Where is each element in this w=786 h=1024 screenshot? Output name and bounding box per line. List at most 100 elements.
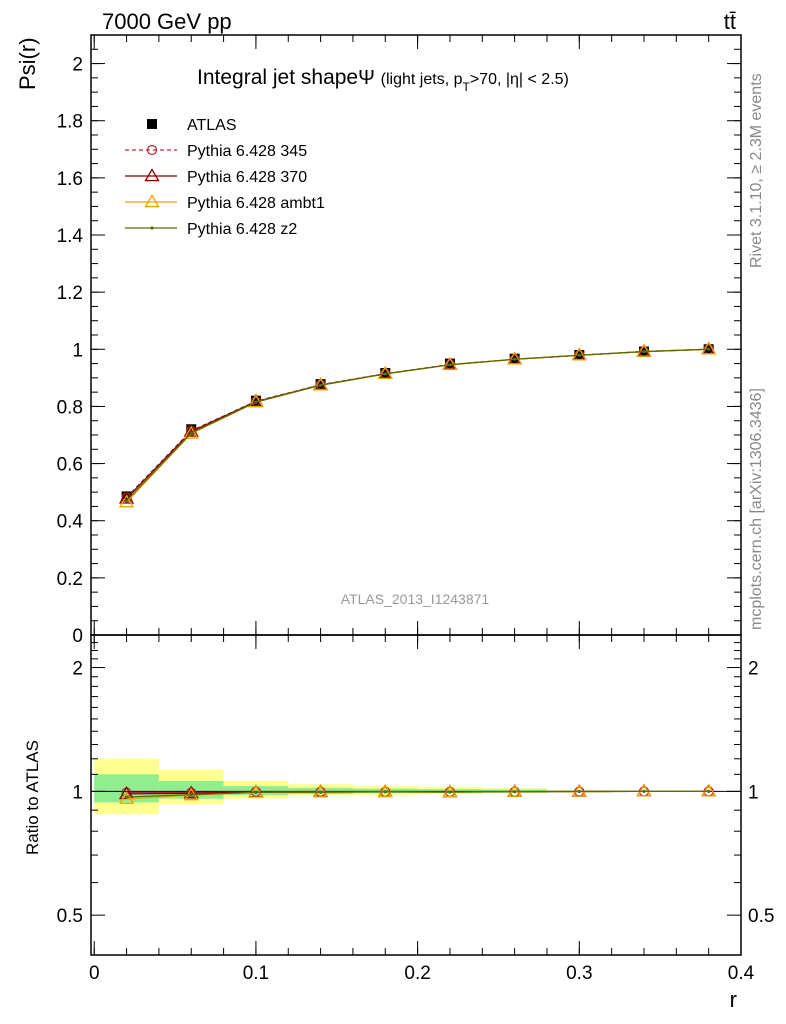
legend-item: Pythia 6.428 ambt1 [125,194,325,212]
uncertainty-band-inner [223,786,289,795]
ratio-data-point [319,790,323,794]
ratio-plot-frame [90,634,742,956]
y-axis-label-psi: Psi(r) [15,37,40,90]
ratio-series-3 [124,789,711,799]
data-point [577,353,581,357]
legend-label: Pythia 6.428 ambt1 [187,195,325,212]
series-line [126,348,709,499]
series-line [126,348,709,502]
data-point [701,341,717,355]
legend-label: Pythia 6.428 345 [187,143,307,160]
y-tick-label: 0.4 [57,512,84,533]
legend-marker [144,168,160,182]
x-tick-label: 0.3 [566,963,592,984]
ratio-y-tick-label-right: 1 [748,782,759,803]
main-plot-title-text: Integral jet shape [197,66,358,89]
x-tick-label: 0.4 [728,963,755,984]
ratio-data-point [383,790,387,794]
data-point [319,383,323,387]
header-process-label: tt̄ [724,9,736,34]
legend-label: Pythia 6.428 370 [187,169,307,186]
legend-marker [147,119,157,129]
main-plot-panel: 0 0.2 0.4 0.6 0.8 1 1.2 1.4 1.6 1.8 2 Integral jet… [15,34,742,647]
ratio-data-point [448,790,452,794]
ratio-data-point [312,784,329,798]
y-tick-label: 1.2 [57,283,83,304]
data-point [124,499,129,503]
ratio-data-point [636,783,652,797]
data-point [642,349,646,354]
legend-marker [150,226,154,230]
legend-item: ATLAS [147,117,237,134]
x-tick-label: 0.1 [243,963,269,984]
header-energy-label: 7000 GeV pp [102,9,232,34]
legend-item: Pythia 6.428 370 [125,168,307,186]
main-plot-title: Integral jet shapeΨ (light jets, pT>70, … [197,66,569,94]
ratio-data-point [377,784,393,798]
data-point [506,351,523,365]
ratio-data-point [248,784,264,798]
ratio-series-line [126,790,709,798]
ratio-data-point [183,785,199,799]
y-tick-label: 1 [72,340,83,361]
rivet-version-label: Rivet 3.1.10, ≥ 2.3M events [748,73,765,268]
data-point [183,423,199,437]
ratio-data-point [642,789,646,793]
data-point [636,343,652,357]
legend-item: Pythia 6.428 z2 [125,221,297,238]
ratio-plot-panel: 0.5 0.5 1 1 2 2 0 0.1 0.2 0.3 0.4 Ratio to ATLAS r [23,634,774,1012]
data-point [442,356,458,370]
series-2 [118,341,717,504]
y-tick-label: 0.6 [57,455,83,476]
ratio-data-point [701,783,717,797]
ratio-data-point [707,789,711,793]
legend-label: Pythia 6.428 z2 [187,221,297,238]
legend-label: ATLAS [187,117,237,134]
x-tick-label: 0.2 [404,963,430,984]
main-plot-subtitle-post: >70, |η| < 2.5) [470,71,569,88]
ratio-data-point [577,789,581,794]
data-point [448,363,452,367]
ratio-data-point [254,790,258,795]
legend-marker [146,144,158,156]
ratio-data-point [513,790,517,794]
ratio-y-tick-label: 2 [72,659,83,680]
analysis-watermark: ATLAS_2013_I1243871 [341,591,490,607]
data-point [189,431,193,435]
data-point [571,347,587,361]
y-axis-label-ratio: Ratio to ATLAS [23,740,42,855]
x-axis-label: r [730,987,737,1012]
series-4 [124,347,711,503]
y-tick-label: 0.8 [57,397,83,418]
ratio-y-tick-label: 1 [72,782,83,803]
y-tick-label: 1.8 [57,112,83,133]
y-tick-label: 0 [72,626,83,647]
data-point [254,400,258,404]
data-point [513,357,517,361]
data-point [707,347,711,351]
ratio-y-tick-label-right: 2 [748,659,759,680]
ratio-data-point [442,784,458,798]
y-tick-label: 1.4 [57,226,84,247]
data-point [183,425,199,439]
data-point [118,494,135,508]
data-point [383,372,387,376]
ratio-data-point [571,783,587,797]
data-point [186,424,197,435]
mcplots-reference-label: mcplots.cern.ch [arXiv:1306.3436] [748,388,765,630]
y-tick-label: 1.6 [57,169,83,190]
ratio-y-tick-label: 0.5 [57,906,83,927]
ratio-data-point [189,792,193,797]
main-plot-subtitle-pre: (light jets, p [381,71,463,88]
legend-item: Pythia 6.428 345 [125,143,307,160]
legend-marker [144,194,160,208]
ratio-data-point [506,783,523,797]
main-plot-subtitle-sub: T [462,80,470,94]
psi-symbol: Ψ [358,67,375,89]
x-tick-label: 0 [89,963,100,984]
y-tick-label: 2 [72,55,83,76]
ratio-y-tick-label-right: 0.5 [748,906,774,927]
legend: ATLAS Pythia 6.428 345 Pythia 6.428 370 Pyt… [125,117,325,238]
y-tick-label: 0.2 [57,569,83,590]
